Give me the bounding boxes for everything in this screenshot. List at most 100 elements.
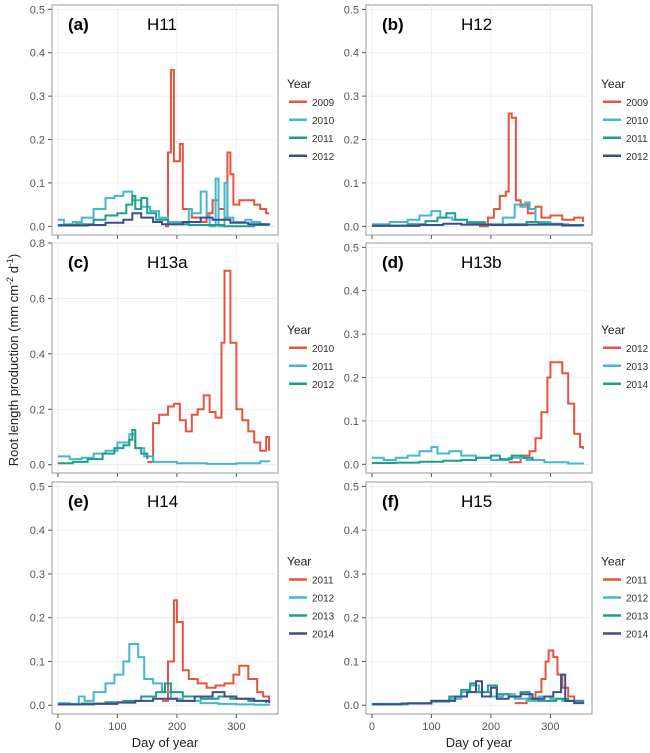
series-line-2013 bbox=[57, 682, 268, 706]
x-axis-title-left: Day of year bbox=[132, 735, 199, 750]
series-line-2012 bbox=[57, 212, 271, 227]
legend-entry-2013: 2013 bbox=[312, 612, 335, 623]
site-label: H12 bbox=[461, 15, 492, 34]
legend-entry-2011: 2011 bbox=[626, 134, 648, 145]
legend-entry-2011: 2011 bbox=[312, 134, 334, 145]
legend-entry-2010: 2010 bbox=[312, 116, 335, 127]
legend-entry-2012: 2012 bbox=[626, 594, 649, 605]
legend-entry-2013: 2013 bbox=[626, 612, 649, 623]
y-tick-label: 0.3 bbox=[344, 329, 359, 341]
plot-area bbox=[365, 242, 593, 474]
y-tick-label: 0.0 bbox=[30, 460, 45, 472]
y-tick-label: 0.1 bbox=[344, 178, 359, 190]
legend-entry-2014: 2014 bbox=[626, 380, 649, 391]
y-tick-label: 0.4 bbox=[30, 525, 45, 537]
y-tick-label: 0.5 bbox=[344, 481, 359, 493]
series-line-2012 bbox=[508, 361, 585, 464]
series-line-2010 bbox=[147, 269, 271, 463]
x-tick-label: 0 bbox=[369, 721, 375, 733]
y-tick-label: 0.3 bbox=[30, 569, 45, 581]
legend-entry-2012: 2012 bbox=[312, 152, 335, 163]
panel-letter: (c) bbox=[68, 253, 89, 272]
series-line-2009 bbox=[479, 112, 585, 228]
y-tick-label: 0.5 bbox=[344, 242, 359, 254]
series-line-2014 bbox=[371, 454, 534, 464]
legend-entry-2014: 2014 bbox=[312, 630, 335, 641]
legend-title: Year bbox=[601, 77, 625, 91]
y-tick-label: 0.2 bbox=[344, 135, 359, 147]
y-tick-label: 0.2 bbox=[30, 135, 45, 147]
site-label: H14 bbox=[147, 492, 178, 511]
legend-entry-2009: 2009 bbox=[626, 98, 649, 109]
series-line-2012 bbox=[57, 643, 271, 706]
legend-entry-2012: 2012 bbox=[626, 344, 649, 355]
legend-entry-2012: 2012 bbox=[312, 380, 335, 391]
plot-area bbox=[51, 4, 279, 236]
y-tick-label: 0.4 bbox=[344, 48, 359, 60]
y-tick-label: 0.0 bbox=[344, 700, 359, 712]
y-axis-title: Root length production (mm cm-2 d-1) bbox=[5, 254, 21, 467]
y-axis-title-sup-1: -2 bbox=[5, 277, 15, 285]
legend-entry-2010: 2010 bbox=[626, 116, 649, 127]
legend-entry-2013: 2013 bbox=[626, 362, 649, 373]
site-label: H11 bbox=[147, 15, 177, 34]
series-line-2011 bbox=[162, 599, 271, 702]
y-tick-label: 0.1 bbox=[344, 416, 359, 428]
y-tick-label: 0.3 bbox=[344, 91, 359, 103]
legend-entry-2011: 2011 bbox=[626, 576, 648, 587]
y-tick-label: 0.4 bbox=[30, 349, 45, 361]
panel-b: 0.00.10.20.30.40.50100200300(b)H12Year20… bbox=[344, 4, 649, 254]
y-tick-label: 0.0 bbox=[30, 221, 45, 233]
plot-area bbox=[365, 481, 593, 715]
series-line-2011 bbox=[514, 649, 585, 705]
legend-title: Year bbox=[601, 555, 625, 569]
legend-title: Year bbox=[287, 77, 311, 91]
y-tick-label: 0.8 bbox=[30, 238, 45, 250]
panel-c: 0.00.20.40.60.80100200300(c)H13aYear2010… bbox=[30, 238, 335, 492]
y-axis-title-sup-2: -1 bbox=[5, 258, 15, 266]
x-tick-label: 200 bbox=[168, 721, 186, 733]
panel-e: 0.00.10.20.30.40.50 100 200 300(e) H14Year20… bbox=[30, 481, 335, 733]
y-tick-label: 0.4 bbox=[344, 525, 359, 537]
panel-a: 0.00.10.20.30.40.50100200300(a)H11Year20… bbox=[30, 4, 335, 254]
y-tick-label: 0.3 bbox=[344, 569, 359, 581]
legend-title: Year bbox=[287, 555, 311, 569]
series-line-2011 bbox=[57, 194, 271, 228]
panel-letter: (f) bbox=[382, 492, 399, 511]
y-tick-label: 0.4 bbox=[344, 286, 359, 298]
legend-title: Year bbox=[287, 323, 311, 337]
legend-entry-2011: 2011 bbox=[312, 576, 334, 587]
series-line-2014 bbox=[57, 691, 271, 706]
site-label: H13a bbox=[147, 253, 188, 272]
y-tick-label: 0.6 bbox=[30, 293, 45, 305]
legend-entry-2010: 2010 bbox=[312, 344, 335, 355]
panels-layer: 0.00.10.20.30.40.50100200300(a)H11Year20… bbox=[30, 4, 649, 750]
legend-entry-2009: 2009 bbox=[312, 98, 335, 109]
y-tick-label: 0.5 bbox=[30, 4, 45, 16]
x-axis-title: Day of year bbox=[446, 735, 513, 750]
y-tick-label: 0.4 bbox=[30, 48, 45, 60]
panel-letter: (d) bbox=[382, 253, 404, 272]
y-tick-label: 0.0 bbox=[30, 700, 45, 712]
y-tick-label: 0.5 bbox=[344, 4, 359, 16]
y-tick-label: 0.1 bbox=[344, 656, 359, 668]
panel-d: 0.00.10.20.30.40.50100200300(d)H13bYear2… bbox=[344, 242, 649, 492]
x-tick-label: 100 bbox=[422, 721, 440, 733]
plot-area bbox=[365, 4, 593, 236]
y-tick-label: 0.3 bbox=[30, 91, 45, 103]
y-axis-title-mid: d bbox=[6, 266, 21, 277]
series-line-2012 bbox=[371, 222, 585, 227]
y-tick-label: 0.2 bbox=[344, 613, 359, 625]
y-tick-label: 0.0 bbox=[344, 221, 359, 233]
site-label: H15 bbox=[461, 492, 492, 511]
series-line-2013 bbox=[371, 446, 585, 465]
panel-f: 0.00.10.20.30.40.50 100 200 300(f) H15Year20… bbox=[344, 481, 649, 750]
x-tick-label: 100 bbox=[108, 721, 126, 733]
y-tick-label: 0.2 bbox=[30, 613, 45, 625]
y-tick-label: 0.2 bbox=[344, 373, 359, 385]
y-tick-label: 0.0 bbox=[344, 459, 359, 471]
